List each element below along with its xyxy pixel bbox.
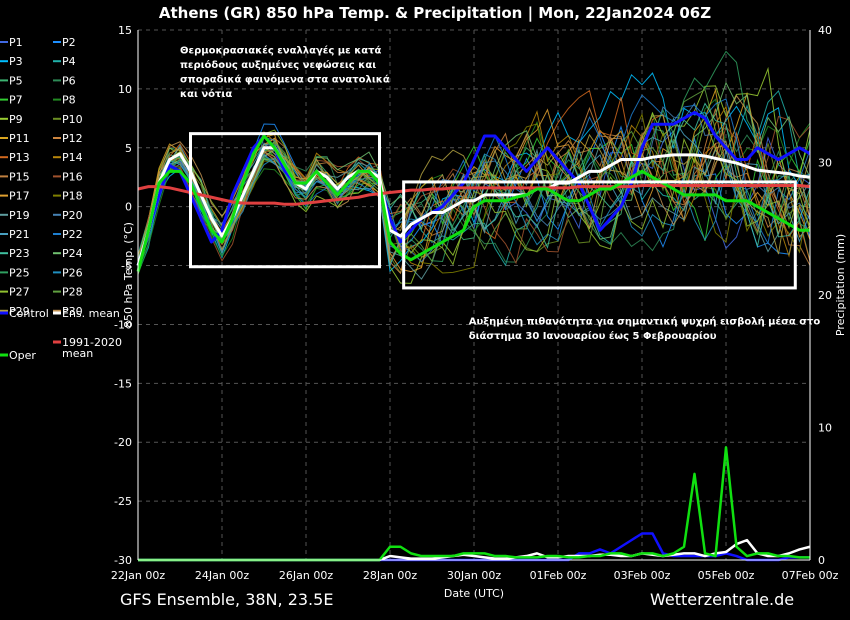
legend-label-P27: P27 (9, 286, 30, 299)
legend-label-P13: P13 (9, 151, 30, 164)
legend-label-P25: P25 (9, 266, 30, 279)
y-axis-label: 850 hPa Temp. (°C) (122, 222, 135, 328)
y-tick-label: 15 (118, 24, 132, 37)
annotation-line: περιόδους αυξημένες νεφώσεις και (180, 59, 376, 71)
y-tick-label: -5 (121, 260, 132, 273)
control-line (136, 110, 811, 266)
legend-label-P12: P12 (62, 132, 83, 145)
legend-label-P22: P22 (62, 228, 83, 241)
legend-label-P1: P1 (9, 36, 23, 49)
ens-mean-line (136, 146, 811, 266)
legend-label-P6: P6 (62, 74, 76, 87)
legend-label-P14: P14 (62, 151, 83, 164)
climate-mean-line (137, 183, 811, 206)
y-tick-label: -25 (114, 495, 132, 508)
y-tick-label: -30 (114, 554, 132, 567)
y2-axis-label: Precipitation (mm) (834, 234, 847, 336)
x-tick-label: 01Feb 00z (530, 569, 587, 582)
legend-label-P16: P16 (62, 170, 83, 183)
legend-label-oper: Oper (9, 349, 36, 362)
source-caption: Wetterzentrale.de (650, 590, 795, 609)
member-line-P26 (137, 152, 811, 267)
legend-label-P20: P20 (62, 209, 83, 222)
legend-label-P24: P24 (62, 247, 83, 260)
legend-label-P21: P21 (9, 228, 30, 241)
x-axis-label: Date (UTC) (444, 587, 504, 600)
x-tick-label: 24Jan 00z (195, 569, 249, 582)
annotation-line: και νότια (180, 88, 232, 100)
y-tick-label: -15 (114, 377, 132, 390)
legend-label-climate-mean: 1991-2020 (62, 336, 122, 349)
member-line-P24 (137, 81, 811, 258)
y2-tick-label: 0 (818, 554, 825, 567)
legend-label-P30: P30 (62, 305, 83, 318)
y2-tick-label: 10 (818, 422, 832, 435)
legend-label-climate-mean-2: mean (62, 347, 93, 360)
y-tick-label: -10 (114, 318, 132, 331)
y-tick-label: 10 (118, 83, 132, 96)
legend-label-P3: P3 (9, 55, 23, 68)
annotation-line: Θερμοκρασιακές εναλλαγές με κατά (180, 45, 382, 57)
highlight-box-1 (189, 132, 381, 269)
y-tick-label: 5 (125, 142, 132, 155)
x-tick-label: 28Jan 00z (363, 569, 417, 582)
member-line-P7 (137, 137, 811, 267)
legend-label-P28: P28 (62, 286, 83, 299)
legend-label-P26: P26 (62, 266, 83, 279)
legend-label-P11: P11 (9, 132, 30, 145)
legend-label-P2: P2 (62, 36, 76, 49)
x-tick-label: 26Jan 00z (279, 569, 333, 582)
legend-label-P8: P8 (62, 94, 76, 107)
x-tick-label: 07Feb 00z (782, 569, 839, 582)
y2-tick-label: 20 (818, 289, 832, 302)
highlight-box-2 (402, 180, 797, 290)
annotation-1: Θερμοκρασιακές εναλλαγές με κατά περιόδου… (180, 45, 390, 101)
chart-title: Athens (GR) 850 hPa Temp. & Precipitatio… (159, 4, 711, 23)
legend-label-P17: P17 (9, 190, 30, 203)
y-tick-label: 0 (125, 201, 132, 214)
member-line-P25 (137, 50, 811, 270)
x-tick-label: 05Feb 00z (698, 569, 755, 582)
legend-label-control: Control (9, 307, 49, 320)
legend-label-P19: P19 (9, 209, 30, 222)
legend-label-P10: P10 (62, 113, 83, 126)
legend-label-P29: P29 (9, 305, 30, 318)
legend-label-P15: P15 (9, 170, 30, 183)
legend-label-P18: P18 (62, 190, 83, 203)
annotation-line: διάστημα 30 Ιανουαρίου έως 5 Φεβρουαρίου (469, 330, 717, 342)
x-tick-label: 30Jan 00z (447, 569, 501, 582)
legend-label-ens-mean: Ens. mean (62, 307, 120, 320)
legend-label-P4: P4 (62, 55, 76, 68)
legend-label-P5: P5 (9, 74, 23, 87)
x-tick-label: 03Feb 00z (614, 569, 671, 582)
y-tick-label: -20 (114, 436, 132, 449)
legend-label-P7: P7 (9, 94, 23, 107)
annotation-line: Αυξημένη πιθανότητα για σημαντική ψυχρή … (469, 315, 821, 327)
annotation-line: σποραδικά φαινόμενα στα ανατολικά (180, 74, 390, 86)
model-caption: GFS Ensemble, 38N, 23.5E (120, 590, 334, 609)
legend-label-P23: P23 (9, 247, 30, 260)
y2-tick-label: 40 (818, 24, 832, 37)
legend-label-P9: P9 (9, 113, 23, 126)
y2-tick-label: 30 (818, 157, 832, 170)
oper-line (136, 134, 810, 272)
x-tick-label: 22Jan 00z (111, 569, 165, 582)
annotation-2: Αυξημένη πιθανότητα για σημαντική ψυχρή … (469, 315, 821, 342)
